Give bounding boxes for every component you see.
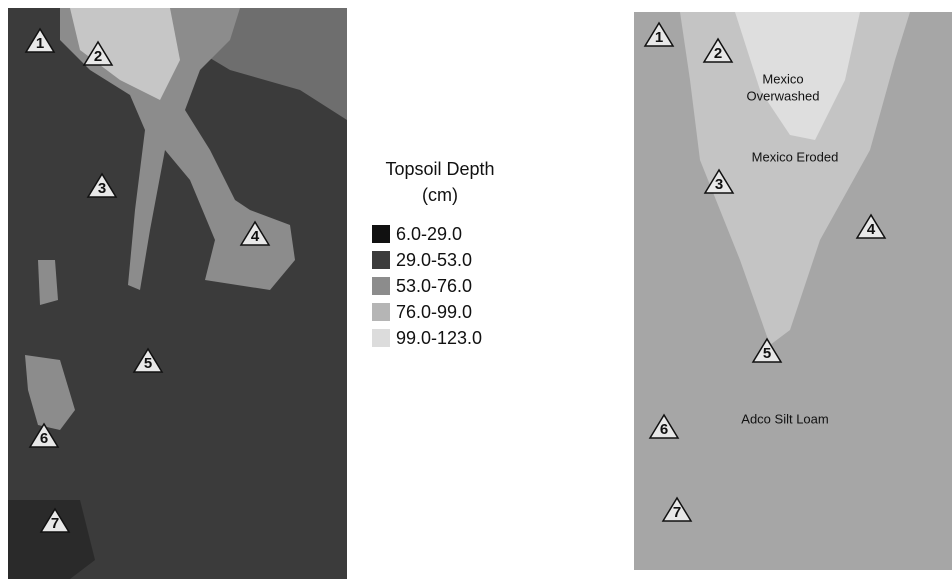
map-zone xyxy=(38,260,58,305)
marker-label: 6 xyxy=(40,430,48,447)
figure: Topsoil Depth (cm) 6.0-29.0 29.0-53.0 53… xyxy=(0,0,952,581)
marker-label: 7 xyxy=(51,515,59,532)
legend-label: 29.0-53.0 xyxy=(396,250,472,270)
legend-label: 53.0-76.0 xyxy=(396,276,472,296)
legend-swatch xyxy=(372,329,390,347)
legend-label: 6.0-29.0 xyxy=(396,224,462,244)
marker-label: 4 xyxy=(867,221,876,238)
legend-swatch xyxy=(372,251,390,269)
legend-label: 76.0-99.0 xyxy=(396,302,472,322)
marker-label: 3 xyxy=(715,176,723,193)
legend: Topsoil Depth (cm) 6.0-29.0 29.0-53.0 53… xyxy=(372,159,495,348)
region-label: Adco Silt Loam xyxy=(741,411,828,426)
region-label: Overwashed xyxy=(747,88,820,103)
right-map: Mexico Overwashed Mexico Eroded Adco Sil… xyxy=(634,12,952,570)
marker-label: 3 xyxy=(98,180,106,197)
left-map xyxy=(8,8,347,579)
region-label: Mexico Eroded xyxy=(752,149,839,164)
legend-swatch xyxy=(372,225,390,243)
marker-label: 5 xyxy=(144,355,152,372)
marker-label: 5 xyxy=(763,345,771,362)
map-zone xyxy=(8,500,95,579)
marker-label: 1 xyxy=(36,35,44,52)
marker-label: 2 xyxy=(714,45,722,62)
legend-title: (cm) xyxy=(422,185,458,205)
marker-label: 4 xyxy=(251,228,260,245)
marker-label: 1 xyxy=(655,29,663,46)
legend-swatch xyxy=(372,303,390,321)
legend-title: Topsoil Depth xyxy=(385,159,494,179)
marker-label: 6 xyxy=(660,421,668,438)
marker-label: 2 xyxy=(94,48,102,65)
region-label: Mexico xyxy=(762,71,803,86)
legend-label: 99.0-123.0 xyxy=(396,328,482,348)
marker-label: 7 xyxy=(673,504,681,521)
legend-swatch xyxy=(372,277,390,295)
